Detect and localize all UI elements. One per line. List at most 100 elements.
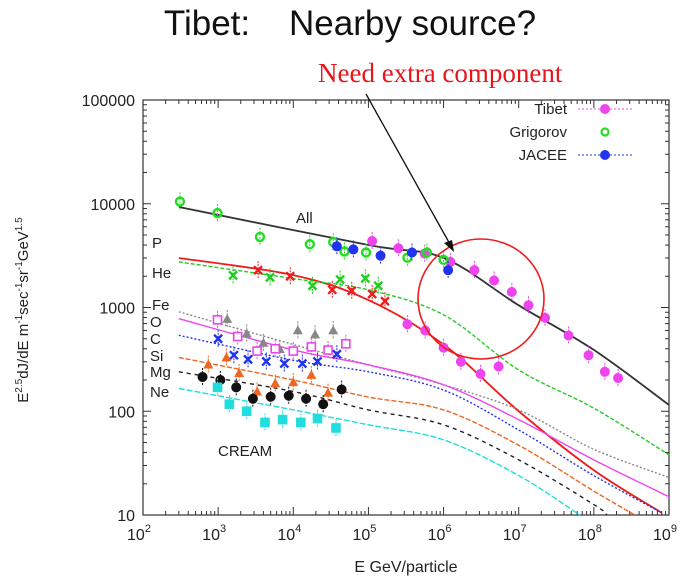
x-axis-label: E GeV/particle [354,559,457,576]
model-curve-fe [178,311,670,479]
data-point-cream-p [346,285,357,296]
data-point-cream-ne [277,414,288,425]
data-point-cream-c [332,349,342,360]
legend-marker-grigorov [600,127,610,137]
x-tick-label: 102 [127,523,151,544]
data-point-cream-o [288,346,299,356]
data-point-cream-ne [296,417,306,428]
data-point-jacee [348,244,359,255]
legend-marker-jacee [600,150,610,160]
data-point-cream-c [297,358,308,369]
data-point-tibet-p [455,356,466,367]
y-tick-label: 100 [108,404,135,421]
data-point-grigorov [254,231,266,243]
data-point-grigorov [360,247,372,258]
data-point-cream-o [341,338,351,349]
x-tick-label: 108 [578,523,602,544]
data-point-cream-c [279,358,290,369]
data-point-cream-si [306,369,317,379]
data-point-cream-si [203,359,214,369]
data-point-cream-mg [231,382,242,393]
data-point-tibet [563,330,574,341]
data-point-jacee [443,265,454,276]
data-point-tibet-p [475,368,486,379]
data-point-cream-mg [265,391,276,402]
data-point-cream-c [312,356,323,367]
curve-label-ne: Ne [150,384,169,401]
annotation-need-extra-component: Need extra component [318,58,563,88]
curve-label-o: O [150,314,162,331]
data-point-tibet [583,350,594,361]
x-tick-label: 106 [428,523,452,544]
data-point-cream-o [323,345,333,355]
data-point-cream-o [252,346,262,356]
y-tick-label: 10000 [91,197,136,214]
data-point-cream-ne [312,413,323,424]
x-tick-label: 105 [352,523,376,544]
data-point-cream-mg [318,399,329,410]
data-point-cream-mg [283,390,294,401]
data-point-jacee [375,250,386,261]
data-point-grigorov [174,196,186,207]
data-point-tibet-p [493,361,504,372]
model-curve-ne [178,387,581,516]
y-tick-label: 1000 [99,301,135,318]
data-point-tibet [367,236,378,247]
data-point-cream-p [253,265,263,276]
data-point-cream-p [285,271,296,282]
data-point-cream-fe [222,313,233,323]
legend: Tibet Grigorov JACEE [509,101,632,164]
data-point-cream-fe [328,325,339,335]
curve-label-mg: Mg [150,364,171,381]
data-point-cream-p [367,289,377,299]
data-point-cream-he [373,280,384,291]
data-point-cream-si [270,378,281,388]
data-point-jacee [406,247,417,258]
data-point-tibet-p [402,319,413,330]
curve-label-si: Si [150,348,163,365]
data-point-cream-si [234,367,245,377]
data-point-grigorov [304,239,316,250]
curve-label-p: P [152,235,162,252]
x-tick-label: 103 [202,523,226,544]
curve-label-all: All [296,210,313,227]
legend-label-grigorov: Grigorov [509,124,567,141]
x-tick-label: 104 [277,523,301,544]
data-point-cream-p [327,284,338,295]
data-point-cream-c [213,333,223,344]
data-point-cream-mg [301,393,312,404]
data-point-grigorov [339,246,350,257]
data-point-cream-si [252,386,263,396]
data-point-cream-ne [224,399,235,409]
data-point-cream-he [265,272,275,283]
data-point-cream-he [307,280,318,291]
data-point-tibet [599,366,610,377]
annotation-arrow [365,93,454,252]
data-point-cream-mg [197,371,208,382]
data-point-cream-si [288,377,299,387]
data-point-cream-c [243,354,253,365]
data-point-jacee [331,241,342,252]
data-point-cream-p [380,296,390,307]
data-point-cream-o [212,315,223,325]
curve-label-cream: CREAM [218,443,272,460]
y-tick-label: 100000 [82,93,135,110]
data-point-grigorov [438,254,449,266]
legend-label-tibet: Tibet [534,101,568,118]
curve-label-c: C [150,331,161,348]
slide-title: Tibet: Nearby source? [163,4,537,43]
curve-label-fe: Fe [152,297,170,314]
data-point-cream-fe [241,328,252,338]
data-point-cream-he [335,274,345,285]
data-point-tibet [506,287,517,298]
data-point-tibet [489,275,500,286]
model-curve-si [178,356,636,516]
x-tick-label: 109 [653,523,677,544]
data-point-tibet-p [420,325,431,336]
data-point-cream-o [232,331,243,342]
data-point-cream-ne [260,417,270,428]
data-point-tibet [523,300,534,311]
model-curve-p [178,257,663,514]
model-curve-c [178,334,663,514]
